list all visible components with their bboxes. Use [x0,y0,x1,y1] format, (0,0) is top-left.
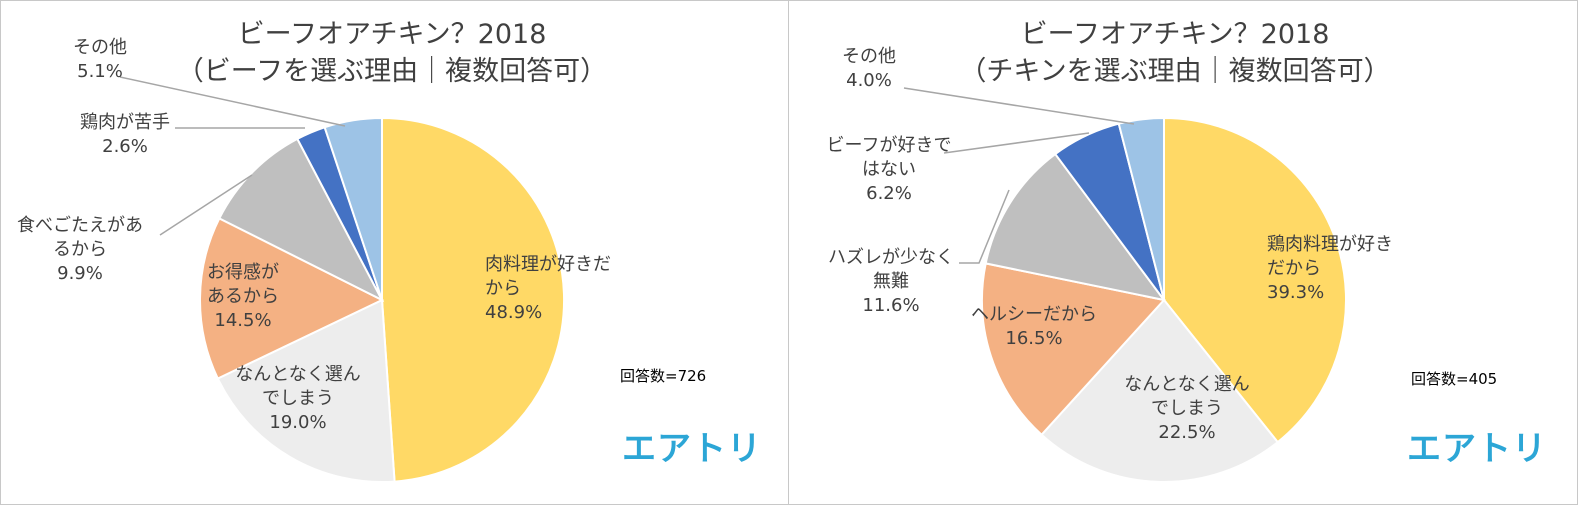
beef-pie-chart: ビーフオアチキン？2018 （ビーフを選ぶ理由｜複数回答可） 肉料理が好きだから… [17,19,762,483]
slice-label-6: その他 4.0% [842,46,896,91]
slice-label-5: ビーフが好きではない 6.2% [827,135,952,204]
slice-labels: 鶏肉料理が好きだから 39.3% なんとなく選んでしまう 22.5% ヘルシーだから 16… [827,46,1393,443]
slice-label-4: 食べごたえがあるから 9.9% [17,215,143,284]
leader-lines [903,87,1135,264]
pie-slice-4 [984,152,1167,302]
chicken-reasons-panel: ビーフオアチキン？2018 （チキンを選ぶ理由｜複数回答可） 鶏肉料理が好きだか… [789,0,1578,505]
respondent-count: 回答数=405 [1411,370,1497,388]
pie-slice-2 [1040,298,1280,484]
chart-title: ビーフオアチキン？2018 [238,19,547,50]
chart-subtitle: （ビーフを選ぶ理由｜複数回答可） [177,56,607,87]
slice-label-6: その他 5.1% [73,37,127,82]
slice-labels: 肉料理が好きだから 48.9% なんとなく選んでしまう 19.0% お得感があるから 14… [17,37,611,433]
slice-label-1: 鶏肉料理が好きだから 39.3% [1267,234,1393,303]
leader-line-6 [119,76,346,127]
pie-slice-1 [381,116,566,483]
pie-slice-3 [199,217,385,380]
slice-label-3: ヘルシーだから 16.5% [971,304,1097,349]
leader-line-6 [903,87,1135,125]
slice-label-2: なんとなく選んでしまう 22.5% [1124,374,1249,443]
slice-label-2: なんとなく選んでしまう 19.0% [235,364,360,433]
slice-label-5: 鶏肉が苦手 2.6% [80,112,170,157]
pie-slice-4 [217,137,385,303]
slice-label-4: ハズレが少なく無難 11.6% [828,247,954,316]
airtrip-logo: エアトリ [1407,429,1547,469]
pie-slice-2 [216,298,396,483]
panel-divider [788,0,789,505]
pie-slices [199,116,566,483]
slice-label-3: お得感があるから 14.5% [207,262,279,331]
chicken-pie-chart: ビーフオアチキン？2018 （チキンを選ぶ理由｜複数回答可） 鶏肉料理が好きだか… [827,19,1547,484]
beef-reasons-panel: ビーフオアチキン？2018 （ビーフを選ぶ理由｜複数回答可） 肉料理が好きだから… [17,19,762,483]
pie-slice-1 [1163,116,1347,444]
pie-slice-6 [323,116,383,301]
leader-lines [119,76,346,236]
pie-slice-6 [1117,116,1165,301]
pie-slices [981,116,1347,484]
slice-label-1: 肉料理が好きだから 48.9% [485,254,611,323]
leader-line-5 [943,132,1090,154]
leader-line-4 [159,174,253,236]
leader-line-4 [959,189,1010,264]
pie-slice-3 [981,262,1166,437]
airtrip-logo: エアトリ [622,429,762,469]
chart-subtitle: （チキンを選ぶ理由｜複数回答可） [959,56,1390,87]
chart-title: ビーフオアチキン？2018 [1021,19,1330,50]
respondent-count: 回答数=726 [620,367,706,385]
